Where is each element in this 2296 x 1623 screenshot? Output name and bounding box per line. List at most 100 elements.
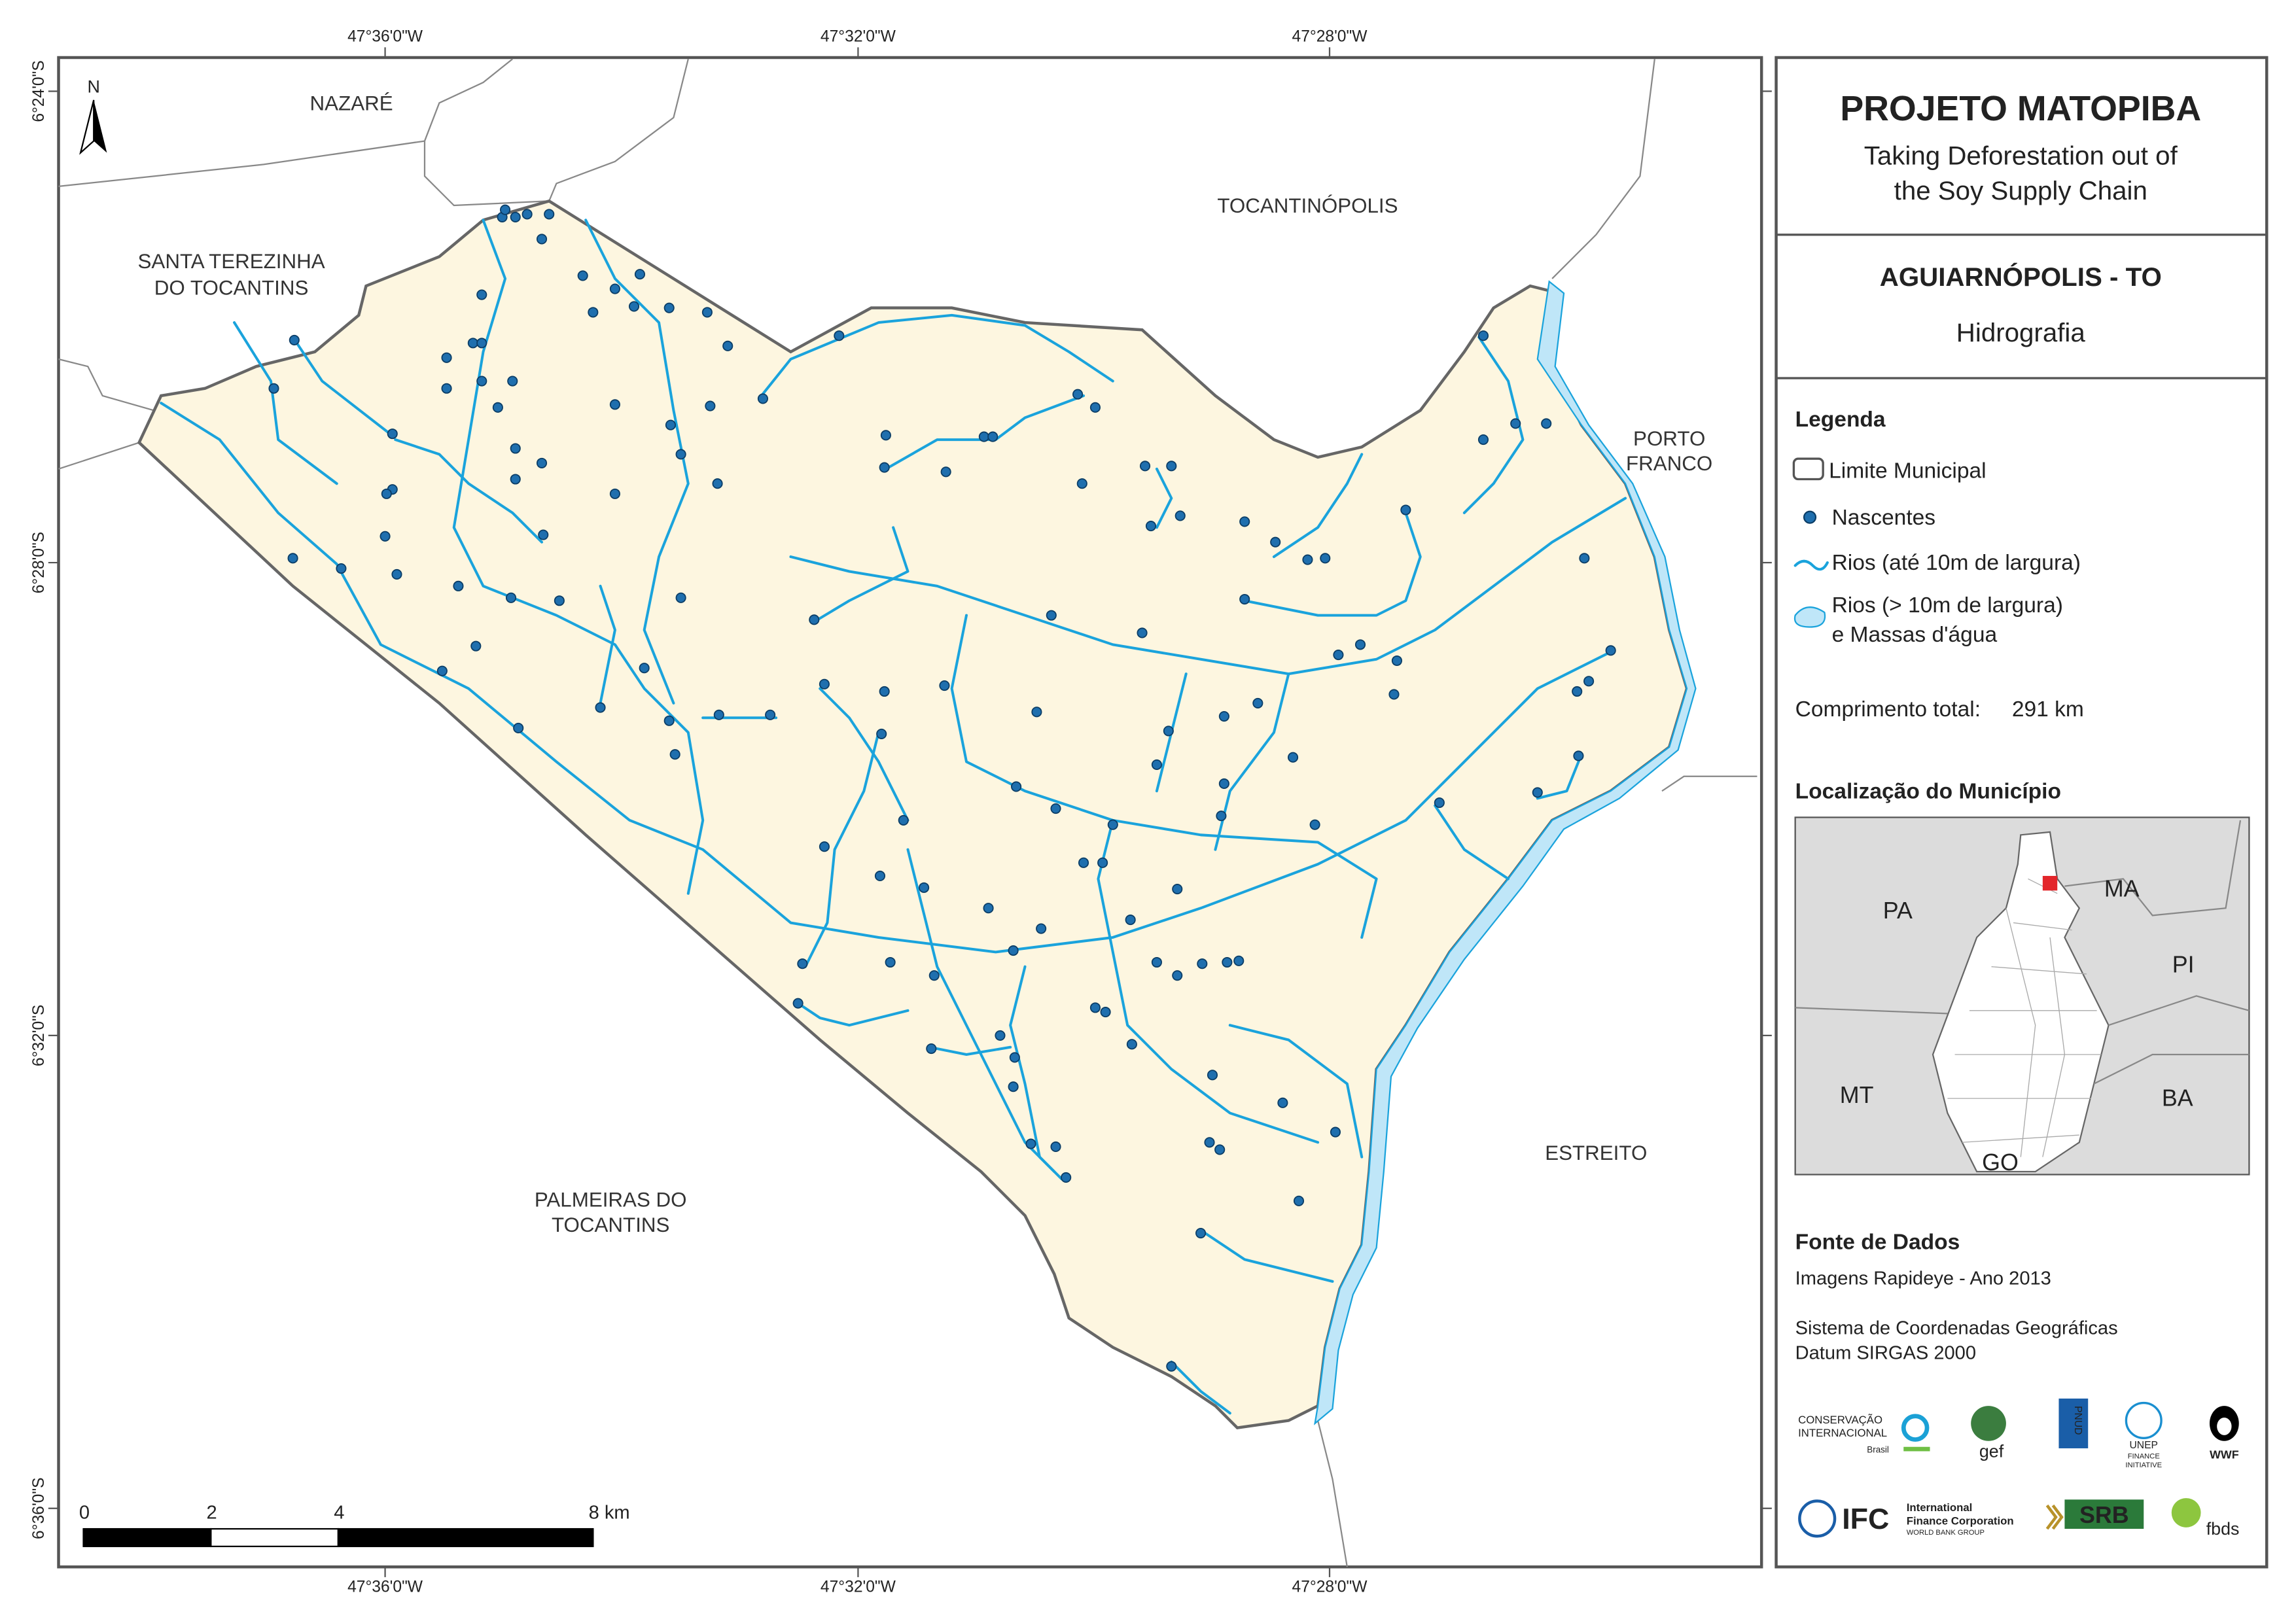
longitude-label: 47°36'0"W xyxy=(347,27,423,45)
spring xyxy=(669,749,680,760)
spring xyxy=(476,338,487,349)
inset-label: GO xyxy=(1982,1149,2019,1176)
map-feature xyxy=(1009,965,1063,1181)
longitude-label: 47°32'0"W xyxy=(821,27,896,45)
spring xyxy=(1388,689,1400,700)
spring xyxy=(1583,676,1595,687)
scale-label: 8 km xyxy=(589,1502,630,1523)
map-feature xyxy=(599,584,616,705)
spring xyxy=(1050,1141,1061,1153)
decoration xyxy=(2125,1401,2163,1439)
spring xyxy=(595,702,606,713)
map-feature xyxy=(1317,1420,1348,1567)
spring xyxy=(879,462,890,473)
decoration xyxy=(1775,56,2269,1569)
map-feature xyxy=(58,58,513,188)
north-label: N xyxy=(88,77,100,97)
spring xyxy=(1572,686,1583,697)
spring xyxy=(1172,884,1183,895)
spring xyxy=(1391,655,1402,667)
spring xyxy=(510,211,521,222)
spring xyxy=(634,269,646,280)
logo-text: FINANCE xyxy=(2128,1453,2160,1461)
map-feature xyxy=(1272,453,1364,559)
spring xyxy=(874,870,886,882)
spring xyxy=(1252,697,1263,708)
spring xyxy=(268,383,279,394)
spring xyxy=(1025,1138,1036,1149)
spring xyxy=(665,419,677,430)
place-label: FRANCO xyxy=(1626,452,1712,475)
spring xyxy=(1061,1172,1072,1183)
spring xyxy=(926,1043,937,1055)
spring xyxy=(476,289,487,300)
place-label: PALMEIRAS DO xyxy=(535,1189,687,1212)
spring xyxy=(879,686,890,697)
spring xyxy=(1510,418,1521,429)
scale-segment xyxy=(82,1527,212,1548)
spring xyxy=(1172,970,1183,981)
map-feature xyxy=(1536,753,1583,800)
spring xyxy=(919,882,930,893)
title: PROJETO MATOPIBA xyxy=(1840,89,2201,128)
spring xyxy=(1139,461,1151,472)
spring xyxy=(987,431,998,442)
spring xyxy=(577,270,588,281)
map-feature xyxy=(819,687,910,822)
spring xyxy=(1233,955,1245,966)
map-feature xyxy=(2045,1504,2064,1530)
legend-item: e Massas d'água xyxy=(1832,623,1998,647)
spring xyxy=(476,375,487,387)
spring xyxy=(1011,781,1022,792)
spring xyxy=(1320,553,1331,564)
latitude-label: 6°24'0"S xyxy=(30,60,48,122)
decoration: 0 2 4 8 km xyxy=(79,1502,630,1548)
map-feature xyxy=(1434,804,1510,881)
logo-text: WWF xyxy=(2210,1448,2239,1461)
latitude-label: 6°36'0"S xyxy=(30,1478,48,1539)
spring xyxy=(1532,787,1543,798)
municipality: AGUIARNÓPOLIS - TO xyxy=(1880,262,2162,292)
decoration xyxy=(2042,875,2058,891)
spring xyxy=(1354,639,1366,650)
longitude-label: 47°28'0"W xyxy=(1292,1578,1368,1596)
logo-text: fbds xyxy=(2206,1519,2240,1539)
spring xyxy=(1214,1144,1226,1155)
map-feature xyxy=(1932,831,2110,1173)
spring xyxy=(1605,645,1616,656)
longitude-label: 47°32'0"W xyxy=(821,1578,896,1596)
map-feature xyxy=(1170,1360,1231,1415)
spring xyxy=(505,592,517,603)
scale-label: 4 xyxy=(334,1502,344,1523)
spring xyxy=(1239,593,1250,605)
spring xyxy=(757,393,768,404)
decoration xyxy=(1903,1446,1930,1452)
spring xyxy=(1046,610,1057,621)
spring xyxy=(287,553,298,564)
spring xyxy=(983,903,994,914)
inset-label: MA xyxy=(2104,875,2140,901)
decoration xyxy=(268,204,1616,1372)
map-feature xyxy=(1793,559,1829,571)
spring xyxy=(513,722,524,733)
spring xyxy=(819,841,830,852)
map-feature xyxy=(796,1002,910,1027)
spring xyxy=(713,709,724,720)
scale-segment xyxy=(210,1527,340,1548)
spring xyxy=(1573,750,1584,761)
legend-item: Limite Municipal xyxy=(1829,459,1987,483)
legend-title: Legenda xyxy=(1795,408,1886,432)
spring xyxy=(381,488,392,499)
source-line: Sistema de Coordenadas Geográficas xyxy=(1795,1318,2118,1338)
spring xyxy=(521,209,533,220)
spring xyxy=(1125,915,1136,926)
map-feature xyxy=(1793,606,1826,628)
spring xyxy=(1126,1039,1137,1050)
spring xyxy=(675,592,686,603)
spring xyxy=(1031,707,1042,718)
place-label: PORTO xyxy=(1633,427,1705,450)
decoration xyxy=(1798,1499,1837,1538)
spring xyxy=(995,1030,1006,1041)
spring xyxy=(507,375,518,387)
